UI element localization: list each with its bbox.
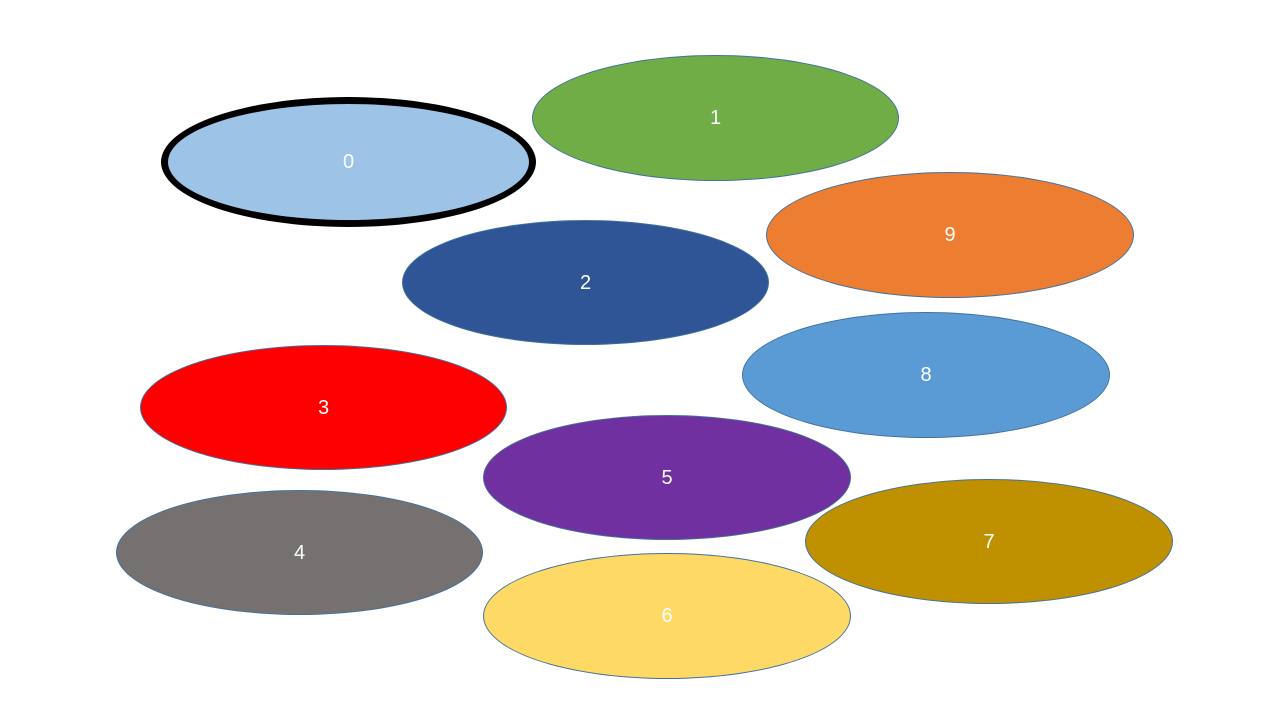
- ellipse-shape-2[interactable]: 2: [402, 220, 769, 345]
- ellipse-label-2: 2: [579, 271, 592, 294]
- ellipse-shape-4[interactable]: 4: [116, 490, 483, 615]
- ellipse-shape-6[interactable]: 6: [483, 553, 851, 679]
- ellipse-label-0: 0: [342, 151, 355, 173]
- ellipse-label-1: 1: [709, 107, 722, 129]
- ellipse-label-4: 4: [293, 541, 306, 564]
- ellipse-label-5: 5: [661, 466, 673, 489]
- ellipse-shape-1[interactable]: 1: [532, 55, 899, 181]
- ellipse-shape-9[interactable]: 9: [766, 172, 1134, 298]
- ellipse-label-9: 9: [944, 224, 956, 246]
- ellipse-shape-7[interactable]: 7: [805, 479, 1173, 604]
- ellipse-shape-0[interactable]: 0: [161, 97, 536, 227]
- ellipse-shape-3[interactable]: 3: [140, 345, 507, 470]
- ellipse-label-6: 6: [661, 605, 673, 627]
- ellipse-shape-8[interactable]: 8: [742, 312, 1110, 438]
- ellipse-label-3: 3: [317, 396, 330, 419]
- ellipse-label-8: 8: [920, 364, 932, 386]
- ellipse-label-7: 7: [983, 530, 995, 553]
- ellipse-shape-5[interactable]: 5: [483, 415, 851, 540]
